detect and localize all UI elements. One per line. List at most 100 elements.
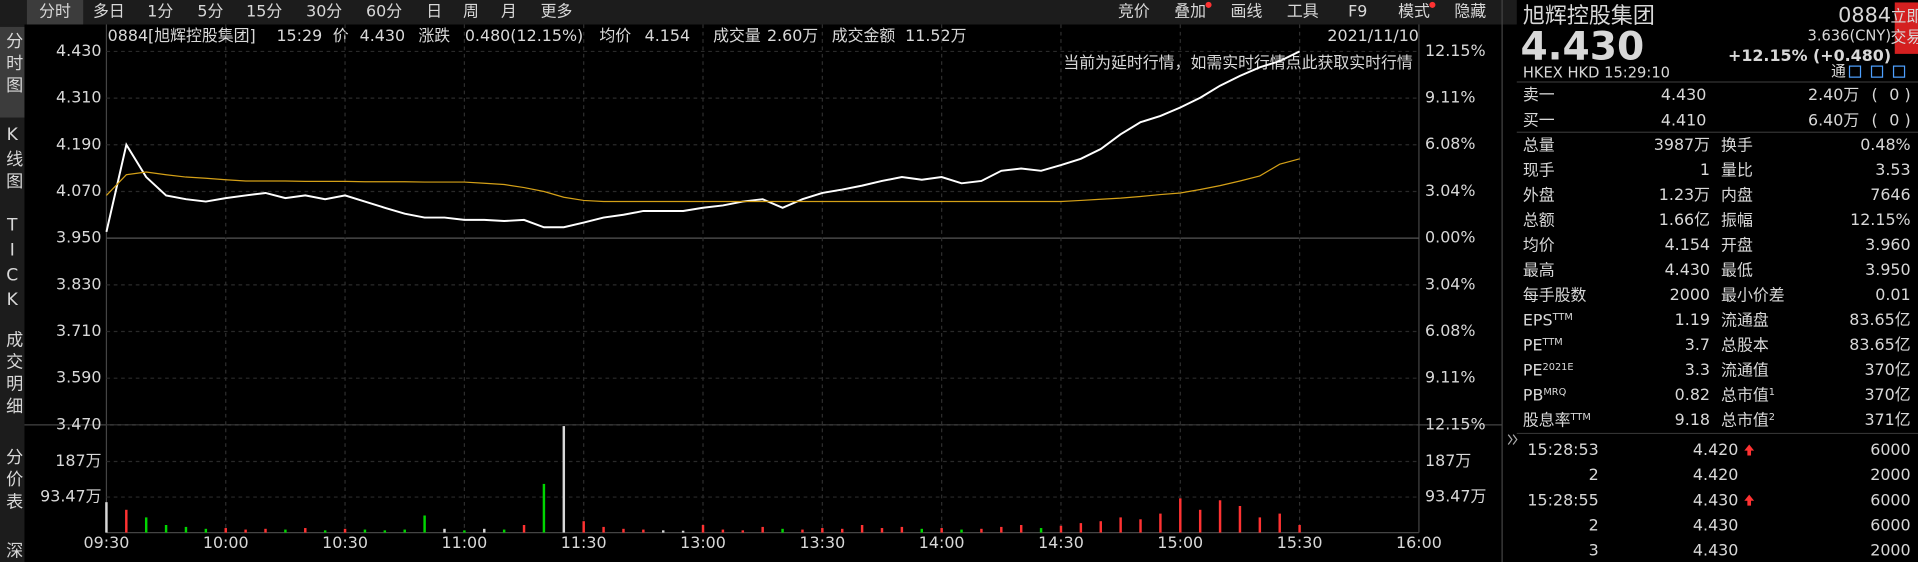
toolbar-tab[interactable]: 15分	[246, 2, 282, 21]
x-tick-label: 09:30	[84, 533, 130, 552]
volume-bar	[164, 525, 168, 533]
toolbar-tool[interactable]: 模式	[1398, 2, 1430, 21]
stat-value: 371亿	[1864, 410, 1910, 429]
volume-bar	[502, 529, 506, 533]
stat-label: 均价	[1523, 235, 1555, 254]
toolbar-tab[interactable]: 分时	[39, 2, 71, 21]
stat-label: 总市值1	[1721, 385, 1775, 404]
toolbar-tab[interactable]: 多日	[93, 2, 125, 21]
volume-bar	[244, 529, 247, 533]
toolbar-tab[interactable]: 1分	[147, 2, 173, 21]
stat-value: 3.7	[1685, 335, 1710, 354]
toolbar-tab[interactable]: 更多	[541, 2, 573, 21]
window-icon[interactable]	[1870, 65, 1884, 78]
add-icon[interactable]	[1892, 65, 1906, 78]
stat-label: EPSTTM	[1523, 310, 1573, 329]
stat-label-text: 流通值	[1721, 360, 1769, 379]
up-arrow	[1744, 494, 1755, 506]
volume-bar	[781, 528, 784, 533]
stat-value: 3.950	[1865, 260, 1910, 279]
toolbar-tool[interactable]: F9	[1348, 2, 1367, 21]
sidebar-tab[interactable]: 分时图	[2, 32, 23, 98]
toolbar-tab[interactable]: 5分	[197, 2, 223, 21]
up-arrow	[1744, 444, 1755, 456]
volume-bar	[144, 517, 148, 533]
volume-bar	[423, 515, 426, 533]
y2-tick-label: 0.00%	[1425, 228, 1475, 247]
toolbar-tab[interactable]: 30分	[306, 2, 342, 21]
volume-bar	[602, 526, 605, 533]
header-amount: 11.52万	[905, 26, 966, 45]
toolbar-tab[interactable]: 周	[463, 2, 479, 21]
trade-volume: 6000	[1870, 515, 1910, 534]
stat-value: 7646	[1870, 185, 1910, 204]
toolbar-tool[interactable]: 画线	[1231, 2, 1263, 21]
header-time: 15:29	[276, 26, 322, 45]
sidebar-tab[interactable]: 分价表	[2, 448, 23, 514]
volume-bar	[1039, 528, 1043, 533]
toolbar-tool[interactable]: 隐藏	[1454, 2, 1486, 21]
y-tick-label: 3.590	[56, 368, 101, 387]
volume-bar	[323, 530, 327, 533]
header-amount-label: 成交金额	[832, 26, 896, 45]
trade-price: 4.420	[1693, 465, 1738, 484]
volume-tick-label: 187万	[1425, 451, 1471, 470]
stat-label: 流通值	[1721, 360, 1769, 379]
toolbar-tab[interactable]: 60分	[366, 2, 402, 21]
stat-value: 1	[1700, 160, 1710, 179]
sidebar-tab[interactable]: 成交明细	[2, 331, 23, 419]
stat-label-sup: 2021E	[1543, 362, 1574, 373]
x-tick-label: 14:30	[1038, 533, 1084, 552]
volume-bar	[1019, 525, 1023, 533]
volume-bar	[224, 528, 227, 533]
volume-bar	[920, 528, 923, 533]
header-change: 0.480(12.15%)	[465, 26, 583, 45]
x-tick-label: 11:00	[441, 533, 487, 552]
toolbar-tool[interactable]: 工具	[1287, 2, 1319, 21]
toolbar-tool[interactable]: 叠加	[1174, 2, 1206, 21]
volume-bar	[662, 530, 665, 533]
volume-bar	[1159, 513, 1162, 533]
volume-bar	[880, 528, 884, 533]
volume-bar	[264, 528, 267, 533]
stat-value: 2000	[1670, 285, 1710, 304]
stat-label: PBMRQ	[1523, 385, 1567, 404]
stat-value: 3.53	[1875, 160, 1910, 179]
volume-tick-label: 93.47万	[1425, 487, 1486, 506]
trade-price: 4.420	[1693, 440, 1738, 459]
volume-bar	[642, 529, 645, 533]
active-tab	[26, 0, 84, 25]
toolbar-tab[interactable]: 月	[501, 2, 517, 21]
stat-label-sup: 2	[1769, 412, 1775, 423]
sidebar-tab[interactable]: 深	[2, 541, 23, 562]
volume-bar	[443, 528, 446, 533]
stat-label-text: 外盘	[1523, 185, 1555, 204]
stat-label-text: PB	[1523, 385, 1543, 404]
stat-label: 最高	[1523, 260, 1555, 279]
x-tick-label: 14:00	[919, 533, 965, 552]
trade-button-label[interactable]: 立即	[1890, 7, 1918, 26]
stat-label-text: PE	[1523, 335, 1543, 354]
book-label: 卖一	[1523, 85, 1555, 104]
y-tick-label: 3.470	[56, 414, 101, 433]
sidebar-tab[interactable]: K线图	[2, 125, 23, 194]
stat-label-text: 每手股数	[1523, 285, 1587, 304]
stat-value: 0.48%	[1860, 135, 1910, 154]
edit-icon[interactable]	[1848, 65, 1862, 78]
delay-notice[interactable]: 当前为延时行情，如需实时行情点此获取实时行情	[1063, 53, 1413, 72]
book-price: 4.410	[1661, 111, 1706, 130]
header-volume: 2.60万	[767, 26, 818, 45]
trade-button[interactable]	[1894, 2, 1918, 54]
toolbar-tool[interactable]: 竞价	[1118, 2, 1150, 21]
stat-label: PETTM	[1523, 335, 1563, 354]
stat-label: 每手股数	[1523, 285, 1587, 304]
toolbar-tab[interactable]: 日	[426, 2, 442, 21]
stat-label-text: 振幅	[1721, 210, 1753, 229]
collapse-icon[interactable]	[1507, 434, 1518, 445]
stat-label-text: 最高	[1523, 260, 1555, 279]
sidebar-tab[interactable]: TICK	[2, 215, 22, 315]
trade-button-label[interactable]: 交易	[1890, 27, 1918, 46]
header-price-label: 价	[333, 26, 349, 45]
